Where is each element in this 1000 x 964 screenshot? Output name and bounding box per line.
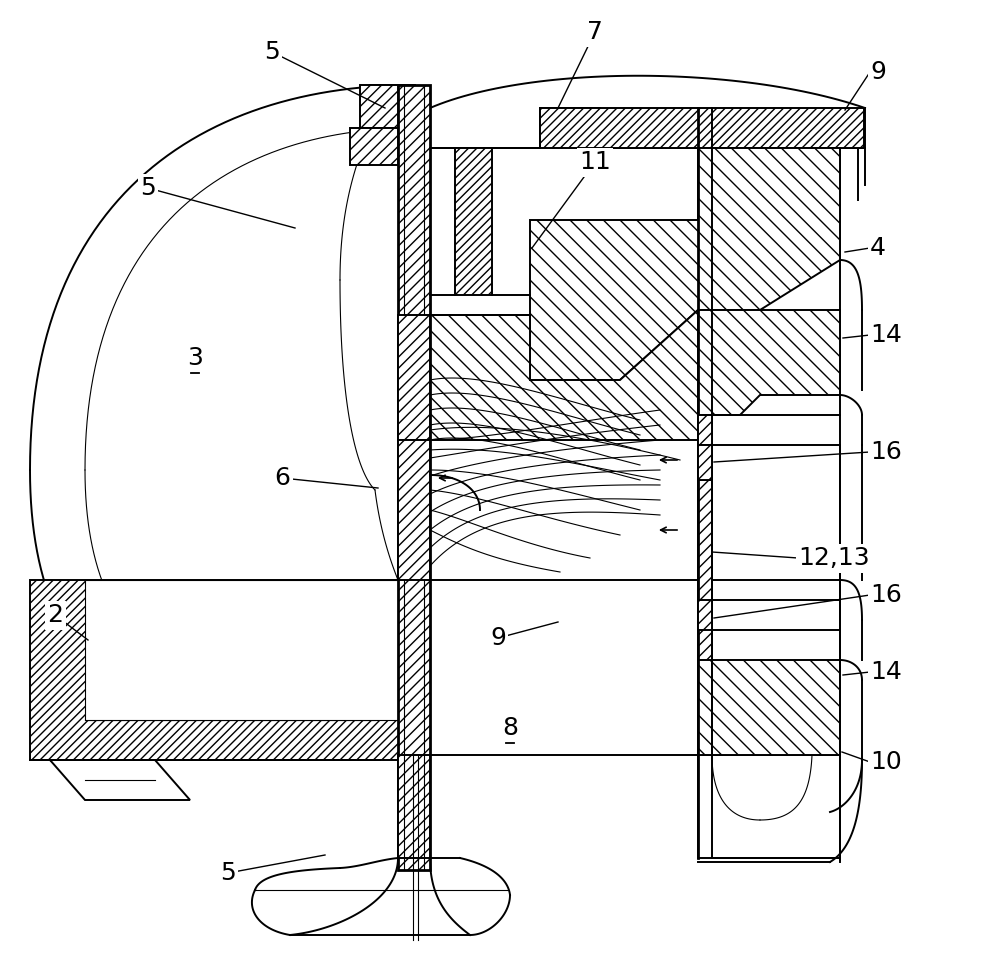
Polygon shape <box>50 760 190 800</box>
Text: 16: 16 <box>870 440 902 464</box>
Text: 10: 10 <box>870 750 902 774</box>
Text: 16: 16 <box>870 583 902 607</box>
Text: 5: 5 <box>140 176 156 200</box>
Polygon shape <box>360 85 398 128</box>
Text: 9: 9 <box>490 626 506 650</box>
Text: 3: 3 <box>187 346 203 370</box>
Text: 4: 4 <box>870 236 886 260</box>
Polygon shape <box>698 415 712 445</box>
Polygon shape <box>698 310 840 415</box>
Polygon shape <box>430 310 698 440</box>
Polygon shape <box>398 315 430 440</box>
Polygon shape <box>698 480 712 755</box>
Text: 14: 14 <box>870 660 902 684</box>
Text: 12,13: 12,13 <box>798 546 870 570</box>
Text: 5: 5 <box>220 861 236 885</box>
Polygon shape <box>698 755 840 858</box>
Polygon shape <box>455 148 492 295</box>
Text: 8: 8 <box>502 716 518 740</box>
Text: 6: 6 <box>274 466 290 490</box>
Polygon shape <box>698 600 712 630</box>
Polygon shape <box>540 108 864 148</box>
Polygon shape <box>398 85 430 870</box>
Polygon shape <box>530 148 840 380</box>
Text: 11: 11 <box>579 150 611 174</box>
Polygon shape <box>398 440 430 580</box>
Polygon shape <box>85 580 415 720</box>
Polygon shape <box>698 445 712 480</box>
Polygon shape <box>350 128 398 165</box>
Polygon shape <box>698 445 712 480</box>
Polygon shape <box>30 580 415 780</box>
Text: 14: 14 <box>870 323 902 347</box>
Text: 2: 2 <box>47 603 63 627</box>
Polygon shape <box>430 580 698 755</box>
Text: 5: 5 <box>264 40 280 64</box>
Polygon shape <box>398 755 430 858</box>
Polygon shape <box>698 660 840 755</box>
Text: 9: 9 <box>870 60 886 84</box>
Text: 7: 7 <box>587 20 603 44</box>
